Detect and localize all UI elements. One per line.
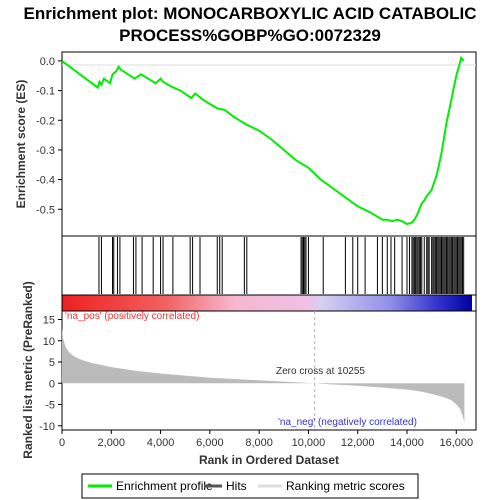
- es-panel: [61, 51, 477, 237]
- negative-correlation-label: 'na_neg' (negatively correlated): [278, 417, 417, 428]
- es-y-tick-label: -0.1: [36, 86, 55, 98]
- hits-layer: [98, 237, 465, 294]
- metric-y-tick-label: 0: [49, 378, 55, 390]
- metric-y-axis: 15 10 5 0 -5 -10: [39, 315, 62, 433]
- metric-y-tick-label: 10: [43, 336, 55, 348]
- x-tick-label: 16,000: [439, 437, 473, 449]
- legend-box: [81, 473, 419, 499]
- legend-enrichment-label: Enrichment profile: [116, 479, 213, 493]
- x-tick-label: 14,000: [390, 437, 424, 449]
- x-axis: 0 2,000 4,000 6,000 8,000 10,000 12,000 14,000 1…: [59, 430, 473, 449]
- x-tick-label: 0: [59, 437, 65, 449]
- es-y-tick-label: -0.2: [36, 115, 55, 127]
- x-tick-label: 10,000: [292, 437, 326, 449]
- x-tick-label: 4,000: [147, 437, 175, 449]
- metric-y-tick-label: 15: [43, 315, 55, 327]
- es-line-layer: [61, 55, 465, 226]
- rank-color-bar: [62, 295, 472, 311]
- x-tick-label: 12,000: [341, 437, 375, 449]
- zero-cross-label: Zero cross at 10255: [276, 366, 365, 377]
- chart-title-line2: PROCESS%GOBP%GO:0072329: [119, 26, 381, 45]
- es-y-tick-label: -0.4: [36, 175, 55, 187]
- es-y-tick-label: 0.0: [40, 56, 55, 68]
- es-line: [61, 55, 465, 226]
- es-y-tick-label: -0.3: [36, 145, 55, 157]
- metric-area-layer: [62, 311, 465, 430]
- es-y-axis: 0.0 -0.1 -0.2 -0.3 -0.4 -0.5: [36, 56, 62, 216]
- legend-hits-label: Hits: [226, 479, 247, 493]
- legend-metric-label: Ranking metric scores: [286, 479, 405, 493]
- metric-y-axis-title: Ranked list metric (PreRanked): [21, 281, 35, 458]
- es-y-axis-title: Enrichment score (ES): [14, 80, 28, 209]
- x-tick-label: 6,000: [196, 437, 224, 449]
- metric-y-tick-label: -5: [45, 400, 55, 412]
- x-tick-label: 2,000: [98, 437, 126, 449]
- x-axis-title: Rank in Ordered Dataset: [199, 453, 339, 467]
- positive-correlation-label: 'na_pos' (positively correlated): [65, 311, 199, 322]
- es-y-tick-label: -0.5: [36, 204, 55, 216]
- metric-y-tick-label: 5: [49, 357, 55, 369]
- metric-y-tick-label: -10: [39, 421, 55, 433]
- chart-title-line1: Enrichment plot: MONOCARBOXYLIC ACID CAT…: [24, 4, 477, 23]
- x-tick-label: 8,000: [245, 437, 273, 449]
- metric-area: [62, 328, 465, 426]
